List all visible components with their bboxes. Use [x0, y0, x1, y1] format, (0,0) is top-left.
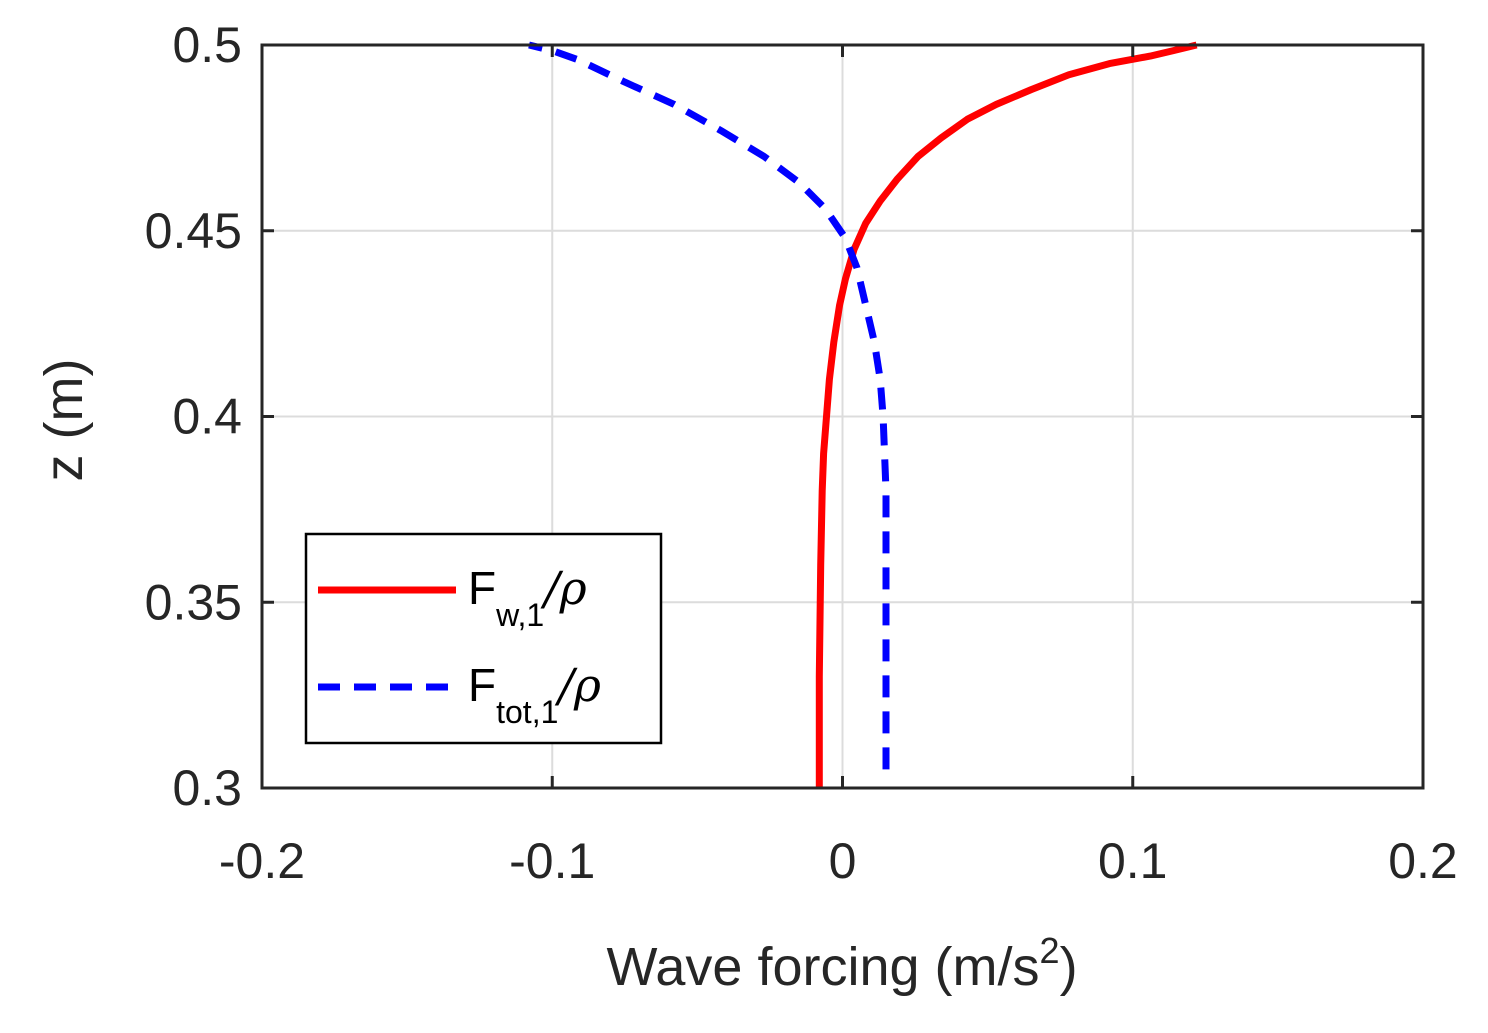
x-tick-label: -0.1	[509, 833, 595, 889]
legend-label-fw-main: F	[468, 562, 496, 614]
y-tick-label: 0.3	[172, 760, 242, 816]
y-tick-label: 0.35	[145, 574, 242, 630]
ticks	[260, 43, 1425, 790]
legend-box	[304, 532, 663, 745]
x-tick-label: 0	[829, 833, 857, 889]
x-axis-title: Wave forcing (m/s2)	[606, 930, 1077, 997]
y-tick-label: 0.4	[172, 389, 242, 445]
legend: Fw,1/ρ Ftot,1/ρ	[304, 532, 663, 745]
legend-label-ftot-sub: tot,1	[496, 694, 558, 730]
tick-labels: -0.2 -0.1 0 0.1 0.2 0.3 0.35 0.4 0.45 0.5	[145, 17, 1458, 889]
x-tick-label: -0.2	[219, 833, 305, 889]
x-axis-title-superscript: 2	[1040, 930, 1060, 971]
series-line-ftot	[528, 41, 890, 770]
x-tick-label: 0.2	[1388, 833, 1458, 889]
y-tick-label: 0.45	[145, 203, 242, 259]
y-tick-label: 0.5	[172, 17, 242, 73]
series-layer	[528, 41, 1198, 788]
legend-label-fw: Fw,1/ρ	[468, 561, 587, 633]
legend-label-ftot-main: F	[468, 659, 496, 711]
legend-label-fw-tail: /ρ	[540, 561, 587, 615]
series-line-fw	[815, 41, 1198, 788]
legend-label-ftot-tail: /ρ	[554, 658, 601, 712]
y-axis-title: z (m)	[34, 359, 94, 482]
x-axis-title-main: Wave forcing (m/s	[606, 937, 1039, 997]
legend-label-fw-sub: w,1	[495, 597, 544, 633]
x-axis-title-close: )	[1060, 937, 1078, 997]
x-tick-label: 0.1	[1098, 833, 1168, 889]
legend-label-ftot: Ftot,1/ρ	[468, 658, 601, 730]
